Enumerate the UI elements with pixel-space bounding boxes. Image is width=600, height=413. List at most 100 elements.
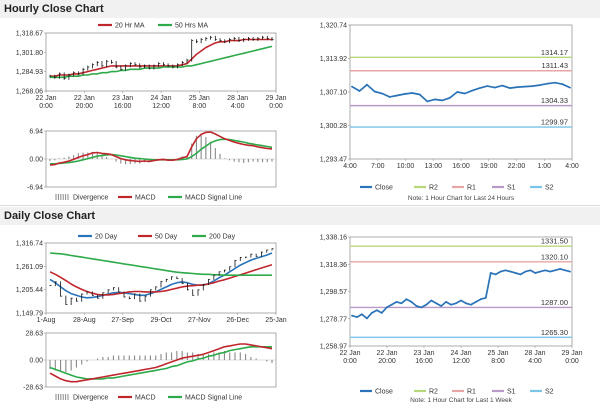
hourly-pivot-xtick: 1:00 bbox=[537, 163, 551, 170]
daily-macd-legend-0-label: Divergence bbox=[73, 395, 109, 402]
daily-macd-legend-1-label: MACD bbox=[135, 395, 156, 402]
daily-pivot-close-point bbox=[524, 270, 527, 273]
section-divider bbox=[0, 205, 600, 206]
daily-pivot-level-label-s1: 1287.00 bbox=[541, 298, 568, 307]
hourly-pivot-ytick: 1,293.47 bbox=[320, 157, 347, 164]
hourly-pivot-close-point bbox=[486, 85, 489, 88]
hourly-price-xtick: 22 Jan 0:00 bbox=[35, 95, 56, 110]
daily-price-legend-2-label: 200 Day bbox=[209, 234, 236, 241]
daily-pivot-close-point bbox=[365, 317, 368, 320]
daily-pivot-close-point bbox=[435, 302, 438, 305]
hourly-pivot-close-point bbox=[501, 84, 504, 87]
hourly-section-title: Hourly Close Chart bbox=[0, 0, 600, 18]
daily-pivot-close-point bbox=[539, 270, 542, 273]
daily-pivot-ytick: 1,278.77 bbox=[320, 316, 347, 323]
daily-macd-ytick: 0.00 bbox=[29, 358, 43, 365]
daily-pivot-legend-0-label: Close bbox=[375, 389, 393, 396]
daily-pivot-close-point bbox=[425, 303, 428, 306]
daily-pivot-close-point bbox=[554, 269, 557, 272]
daily-pivot-close-point bbox=[430, 299, 433, 302]
daily-pivot-close-point bbox=[351, 314, 353, 317]
daily-price-xtick: 27-Nov bbox=[188, 317, 211, 324]
hourly-pivot-close-point bbox=[381, 92, 383, 95]
daily-pivot-close-point bbox=[410, 301, 413, 303]
daily-pivot-close-point bbox=[514, 272, 517, 274]
hourly-pivot-close-point bbox=[531, 85, 534, 88]
daily-pivot-xtick: 24 Jan 12:00 bbox=[450, 350, 471, 365]
hourly-pivot-close-point bbox=[411, 92, 414, 94]
hourly-pivot-close-point bbox=[441, 99, 444, 102]
daily-pivot-close-point bbox=[564, 269, 566, 272]
hourly-price-xtick: 28 Jan 4:00 bbox=[227, 95, 248, 110]
daily-macd-ytick: -28.63 bbox=[23, 385, 43, 392]
hourly-pivot-close-point bbox=[523, 85, 526, 88]
hourly-pivot-close-point bbox=[561, 83, 564, 86]
hourly-pivot-close-point bbox=[471, 89, 474, 92]
hourly-pivot-close-line bbox=[351, 81, 571, 103]
hourly-macd-ytick: 6.94 bbox=[29, 129, 43, 136]
daily-pivot-close-point bbox=[544, 269, 547, 272]
daily-pivot-close-point bbox=[390, 303, 393, 306]
hourly-pivot-legend-2-label: R1 bbox=[467, 185, 476, 192]
daily-price-frame bbox=[45, 242, 277, 314]
hourly-price-xtick: 24 Jan 12:00 bbox=[150, 95, 171, 110]
hourly-pivot-xtick: 10:00 bbox=[397, 163, 415, 170]
daily-pivot-level-label-s2: 1265.30 bbox=[541, 328, 568, 337]
daily-pivot-close-point bbox=[499, 270, 502, 273]
hourly-pivot-legend-3-label: S1 bbox=[507, 185, 516, 192]
daily-pivot-close-point bbox=[361, 313, 363, 316]
hourly-pivot-level-label-s2: 1299.97 bbox=[541, 118, 568, 127]
hourly-pivot-level-label-r1: 1311.43 bbox=[541, 61, 568, 70]
daily-price-legend-0-label: 20 Day bbox=[95, 234, 118, 241]
daily-pivot-close-point bbox=[395, 301, 398, 303]
daily-macd-legend-2-label: MACD Signal Line bbox=[185, 395, 242, 402]
daily-pivot-close-point bbox=[385, 306, 388, 309]
hourly-pivot-level-label-s1: 1304.33 bbox=[541, 96, 568, 105]
daily-pivot-close-point bbox=[559, 267, 561, 270]
hourly-price-legend-1-label: 50 Hrs MA bbox=[175, 23, 208, 30]
daily-pivot-xtick: 28 Jan 4:00 bbox=[524, 350, 545, 365]
hourly-pivot-xtick: 16:00 bbox=[452, 163, 470, 170]
daily-pivot-close-point bbox=[420, 306, 423, 309]
hourly-pivot-close-point bbox=[539, 84, 541, 87]
hourly-pivot-close-point bbox=[418, 93, 421, 96]
daily-pivot-xtick: 23 Jan 16:00 bbox=[413, 350, 434, 365]
hourly-pivot-ytick: 1,300.28 bbox=[320, 123, 347, 130]
hourly-price-xtick: 25 Jan 8:00 bbox=[189, 95, 210, 110]
daily-pivot-legend-3-label: S1 bbox=[507, 389, 516, 396]
hourly-macd-legend-2-label: MACD Signal Line bbox=[185, 195, 242, 202]
hourly-pivot-xtick: 7:00 bbox=[371, 163, 385, 170]
hourly-pivot-ytick: 1,307.10 bbox=[320, 90, 347, 97]
daily-pivot-close-point bbox=[370, 312, 373, 314]
daily-pivot-close-point bbox=[519, 273, 522, 276]
daily-pivot-close-point bbox=[504, 269, 507, 272]
hourly-pivot-close-point bbox=[569, 86, 571, 89]
daily-price-ytick: 1,205.44 bbox=[16, 287, 43, 294]
daily-price-xtick: 29-Oct bbox=[150, 317, 171, 324]
daily-pivot-xtick: 29 Jan 0:00 bbox=[561, 350, 582, 365]
daily-pivot-close-point bbox=[415, 305, 418, 307]
daily-pivot-level-label-r1: 1320.10 bbox=[541, 252, 568, 261]
hourly-price-50-hrs-ma-line bbox=[50, 45, 273, 79]
hourly-pivot-xtick: 4:00 bbox=[565, 163, 579, 170]
daily-price-xtick: 1-Aug bbox=[37, 317, 56, 324]
hourly-price-xtick: 22 Jan 20:00 bbox=[74, 95, 95, 110]
hourly-pivot-close-point bbox=[546, 82, 549, 85]
daily-pivot-close-point bbox=[465, 302, 467, 305]
hourly-pivot-close-point bbox=[456, 91, 459, 93]
daily-macd-signal-line bbox=[49, 345, 272, 380]
hourly-pivot-close-point bbox=[516, 86, 519, 89]
daily-pivot-close-point bbox=[474, 301, 477, 303]
daily-price-xtick: 26-Dec bbox=[226, 317, 249, 324]
hourly-pivot-ytick: 1,313.92 bbox=[320, 56, 347, 63]
daily-pivot-close-point bbox=[509, 270, 512, 273]
daily-price-ytick: 1,316.74 bbox=[16, 241, 43, 248]
hourly-price-xtick: 23 Jan 16:00 bbox=[112, 95, 133, 110]
hourly-pivot-close-point bbox=[366, 83, 368, 86]
hourly-pivot-close-point bbox=[493, 86, 496, 89]
hourly-pivot-close-point bbox=[373, 90, 376, 93]
daily-pivot-xtick: 25 Jan 8:00 bbox=[487, 350, 508, 365]
daily-pivot-close-point bbox=[455, 302, 457, 305]
daily-pivot-level-label-r2: 1331.50 bbox=[541, 237, 568, 246]
